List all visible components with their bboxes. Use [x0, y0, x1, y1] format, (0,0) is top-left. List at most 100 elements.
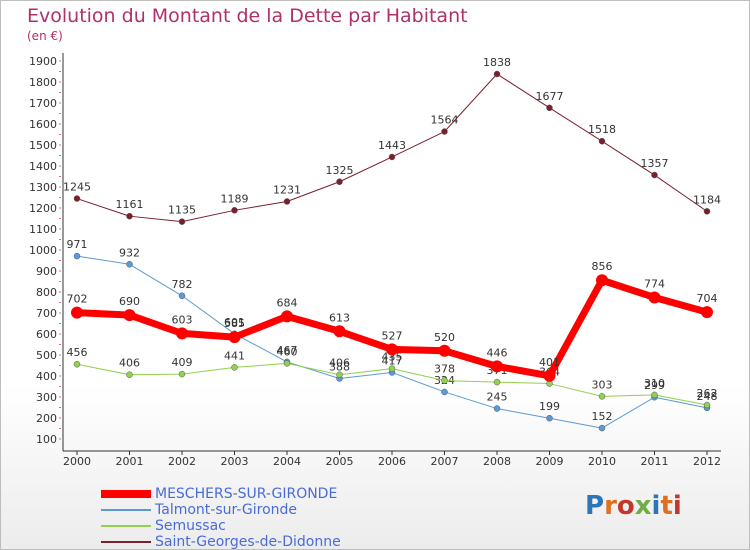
legend-label: Semussac	[155, 518, 226, 534]
legend-swatch	[101, 541, 151, 543]
x-tick-label: 2007	[431, 455, 459, 468]
data-label-talmont-sur-gironde: 388	[329, 361, 350, 374]
data-point-saint-georges-de-didonne	[388, 153, 396, 161]
data-label-meschers-sur-gironde: 603	[172, 313, 193, 326]
data-point-semussac	[283, 360, 291, 367]
data-label-talmont-sur-gironde: 299	[644, 379, 665, 392]
legend-label: Talmont-sur-Gironde	[155, 502, 298, 518]
y-tick-label: 1700	[29, 97, 57, 110]
x-tick-label: 2010	[588, 455, 616, 468]
data-label-semussac: 441	[224, 349, 245, 362]
data-label-saint-georges-de-didonne: 1357	[641, 157, 669, 170]
data-label-talmont-sur-gironde: 248	[697, 390, 718, 403]
y-tick-label: 1600	[29, 118, 57, 131]
data-label-meschers-sur-gironde: 704	[697, 292, 718, 305]
y-tick-label: 1500	[29, 139, 57, 152]
legend-swatch	[101, 509, 151, 511]
data-point-saint-georges-de-didonne	[546, 104, 553, 112]
data-point-semussac	[336, 371, 343, 378]
data-point-meschers-sur-gironde	[281, 310, 293, 323]
data-point-semussac	[598, 393, 606, 400]
data-label-talmont-sur-gironde: 932	[119, 246, 140, 259]
data-point-talmont-sur-gironde	[493, 405, 501, 412]
data-point-meschers-sur-gironde	[596, 274, 608, 287]
data-label-meschers-sur-gironde: 856	[592, 260, 613, 273]
data-point-saint-georges-de-didonne	[283, 198, 291, 205]
data-point-saint-georges-de-didonne	[231, 207, 238, 214]
data-label-saint-georges-de-didonne: 1677	[536, 90, 564, 103]
data-point-semussac	[388, 365, 396, 372]
data-label-saint-georges-de-didonne: 1564	[431, 114, 459, 127]
y-tick-label: 100	[36, 433, 57, 446]
y-tick-label: 500	[36, 349, 57, 362]
data-label-saint-georges-de-didonne: 1245	[63, 181, 91, 194]
data-point-talmont-sur-gironde	[178, 292, 186, 300]
data-label-meschers-sur-gironde: 690	[119, 295, 140, 308]
data-label-saint-georges-de-didonne: 1325	[326, 164, 354, 177]
y-tick-label: 200	[36, 412, 57, 425]
proxiti-logo: Proxiti	[585, 491, 682, 521]
x-tick-label: 2005	[326, 455, 354, 468]
legend-item-meschers-sur-gironde: MESCHERS-SUR-GIRONDE	[101, 486, 341, 502]
data-point-saint-georges-de-didonne	[493, 70, 501, 78]
data-label-talmont-sur-gironde: 601	[224, 316, 245, 329]
data-point-saint-georges-de-didonne	[336, 178, 343, 185]
y-tick-label: 600	[36, 328, 57, 341]
data-label-talmont-sur-gironde: 971	[67, 238, 88, 251]
data-point-meschers-sur-gironde	[333, 325, 346, 338]
data-point-meschers-sur-gironde	[491, 360, 503, 373]
data-point-saint-georges-de-didonne	[703, 208, 711, 215]
data-label-meschers-sur-gironde: 585	[224, 317, 245, 330]
data-label-meschers-sur-gironde: 702	[67, 293, 88, 306]
data-label-semussac: 435	[382, 351, 403, 364]
y-tick-label: 300	[36, 391, 57, 404]
data-label-semussac: 262	[697, 387, 718, 400]
data-point-talmont-sur-gironde	[598, 424, 606, 432]
chart-legend: MESCHERS-SUR-GIRONDE Talmont-sur-Gironde S…	[101, 486, 341, 550]
data-point-saint-georges-de-didonne	[651, 171, 658, 179]
chart-subtitle: (en €)	[27, 29, 63, 43]
data-point-meschers-sur-gironde	[648, 291, 661, 304]
data-label-saint-georges-de-didonne: 1135	[168, 204, 196, 217]
x-tick-label: 2008	[483, 455, 511, 468]
data-point-semussac	[178, 370, 186, 378]
y-tick-label: 1800	[29, 76, 57, 89]
y-tick-label: 1000	[29, 244, 57, 257]
data-label-saint-georges-de-didonne: 1184	[693, 193, 721, 206]
data-label-saint-georges-de-didonne: 1518	[588, 123, 616, 136]
data-point-semussac	[703, 401, 711, 409]
data-label-saint-georges-de-didonne: 1443	[378, 139, 406, 152]
y-tick-label: 700	[36, 307, 57, 320]
legend-label: Saint-Georges-de-Didonne	[155, 534, 341, 550]
data-point-meschers-sur-gironde	[386, 343, 398, 356]
data-label-meschers-sur-gironde: 684	[277, 296, 298, 309]
y-tick-label: 800	[36, 286, 57, 299]
data-point-semussac	[493, 378, 501, 386]
data-label-meschers-sur-gironde: 613	[329, 311, 350, 324]
x-tick-label: 2000	[63, 455, 91, 468]
data-point-saint-georges-de-didonne	[441, 128, 448, 135]
data-point-saint-georges-de-didonne	[73, 195, 81, 202]
x-tick-label: 2011	[641, 455, 669, 468]
y-tick-label: 1300	[29, 181, 57, 194]
legend-item-talmont-sur-gironde: Talmont-sur-Gironde	[101, 502, 341, 518]
y-tick-label: 1900	[29, 55, 57, 68]
data-label-meschers-sur-gironde: 520	[434, 331, 455, 344]
data-point-meschers-sur-gironde	[228, 331, 241, 344]
data-label-talmont-sur-gironde: 199	[539, 400, 560, 413]
data-label-talmont-sur-gironde: 467	[277, 344, 298, 357]
data-label-meschers-sur-gironde: 527	[382, 329, 403, 342]
x-tick-label: 2001	[116, 455, 144, 468]
data-label-meschers-sur-gironde: 401	[539, 356, 560, 369]
x-tick-label: 2012	[693, 455, 721, 468]
data-label-saint-georges-de-didonne: 1189	[221, 192, 249, 205]
y-tick-label: 1400	[29, 160, 57, 173]
data-label-semussac: 378	[434, 363, 455, 376]
y-tick-label: 1100	[29, 223, 57, 236]
chart-title: Evolution du Montant de la Dette par Hab…	[27, 5, 468, 27]
data-point-meschers-sur-gironde	[176, 327, 188, 340]
legend-swatch	[101, 525, 151, 527]
data-label-semussac: 406	[329, 357, 350, 370]
